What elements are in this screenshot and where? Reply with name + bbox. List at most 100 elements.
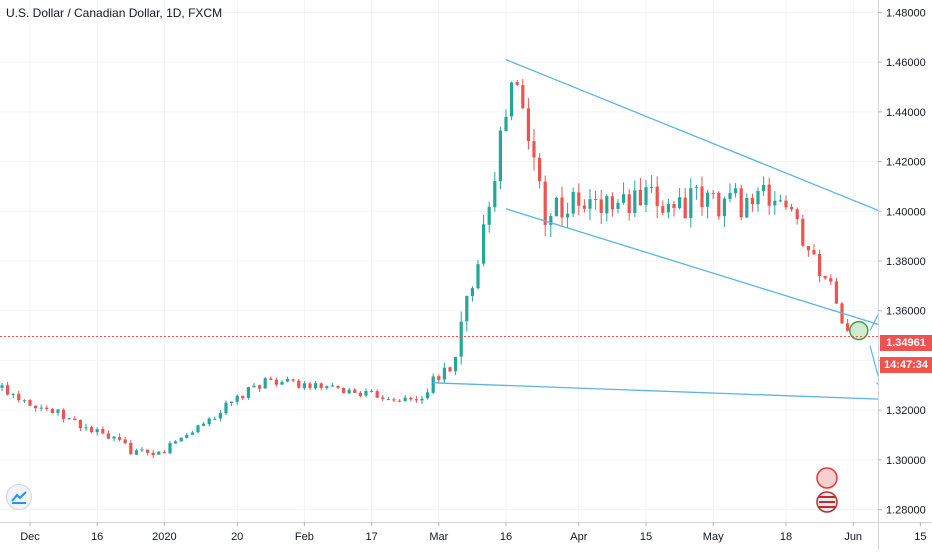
time-tick-label: 17 — [365, 531, 377, 543]
time-tick-label: Mar — [429, 531, 448, 543]
price-axis-pane — [878, 0, 932, 550]
candle-body-up — [280, 381, 284, 385]
candle-body-up — [174, 441, 178, 444]
candle-body-up — [442, 367, 446, 380]
candle-body-up — [476, 264, 480, 289]
time-axis[interactable]: Dec 16 2020 20 Feb 17 Mar 16 Apr 15 May 18 Jun 15 — [0, 522, 932, 543]
candle-body-down — [532, 141, 536, 158]
candle-body-up — [666, 203, 670, 213]
candle-body-up — [510, 82, 514, 117]
candle-body-up — [235, 395, 239, 402]
candle-body-up — [84, 427, 88, 429]
candle-body-up — [112, 436, 116, 439]
breakout-circle-marker — [849, 320, 869, 341]
candle-body-down — [610, 196, 614, 210]
tradingview-logo-shape — [11, 491, 27, 504]
candle-body-down — [414, 399, 418, 401]
time-tick-label: 15 — [914, 531, 926, 543]
candle-body-up — [218, 412, 222, 419]
candle-body-down — [342, 387, 346, 394]
candle-body-up — [213, 418, 217, 420]
candle-body-down — [806, 246, 810, 251]
candle-body-down — [28, 399, 32, 406]
candle-body-down — [45, 407, 49, 410]
time-tick-label: 18 — [780, 531, 792, 543]
candle-body-up — [762, 184, 766, 191]
time-tick-label: Feb — [295, 531, 314, 543]
candle-body-down — [319, 383, 323, 388]
candle-body-up — [252, 385, 256, 388]
candle-body-up — [605, 196, 609, 214]
candle-body-down — [50, 409, 54, 413]
price-axis[interactable]: 1.48000 1.46000 1.44000 1.42000 1.40000 1.380… — [878, 0, 932, 550]
candle-body-up — [470, 288, 474, 297]
price-tick-label: 1.42000 — [886, 157, 926, 169]
price-tick-label: 1.40000 — [886, 206, 926, 218]
time-tick-label: 16 — [91, 531, 103, 543]
candle-body-up — [644, 187, 648, 205]
candle-body-up — [465, 296, 469, 322]
candle-body-down — [683, 197, 687, 219]
candle-body-up — [56, 409, 60, 413]
candle-body-up — [302, 383, 306, 389]
candle-body-up — [459, 321, 463, 357]
candle-body-down — [146, 449, 150, 453]
candle-body-up — [325, 386, 329, 389]
candle-body-down — [392, 399, 396, 401]
candle-body-up — [39, 407, 43, 409]
candle-body-down — [818, 254, 822, 277]
candle-body-up — [482, 224, 486, 264]
usd-cad-flag-icon — [816, 467, 838, 513]
candle-body-up — [134, 450, 138, 455]
candle-body-down — [750, 197, 754, 205]
candle-body-up — [420, 398, 424, 401]
candle-body-down — [398, 400, 402, 402]
candle-body-up — [386, 399, 390, 401]
lower-channel-line — [505, 208, 932, 342]
candle-body-up — [246, 386, 250, 398]
candle-body-down — [291, 379, 295, 381]
candle-body-down — [829, 278, 833, 282]
candle-body-up — [347, 389, 351, 394]
candle-body-down — [543, 181, 547, 225]
candle-body-up — [370, 390, 374, 392]
time-tick-label: 20 — [231, 531, 243, 543]
candle-body-down — [515, 82, 519, 85]
candle-body-up — [722, 198, 726, 217]
candle-body-down — [118, 437, 122, 440]
annotation-layer — [0, 59, 932, 401]
time-tick-label: 2020 — [152, 531, 176, 543]
candle-body-down — [594, 199, 598, 201]
price-tick-label: 1.38000 — [886, 256, 926, 268]
candle-body-down — [823, 275, 827, 279]
candle-body-up — [650, 186, 654, 188]
candle-body-up — [330, 385, 334, 387]
candle-body-up — [566, 213, 570, 218]
candle-body-down — [801, 218, 805, 246]
candle-body-up — [431, 376, 435, 393]
candle-body-down — [661, 206, 665, 213]
candle-body-down — [812, 250, 816, 255]
candle-body-up — [498, 130, 502, 182]
price-tick-label: 1.30000 — [886, 455, 926, 467]
candle-body-down — [258, 385, 262, 389]
candle-body-down — [78, 419, 82, 429]
candle-body-up — [190, 432, 194, 435]
candle-body-down — [655, 186, 659, 206]
candle-body-up — [140, 449, 144, 451]
candle-body-down — [717, 192, 721, 217]
candle-body-down — [241, 395, 245, 399]
candle-body-up — [286, 379, 290, 382]
candle-body-up — [202, 423, 206, 426]
candle-body-up — [263, 378, 267, 389]
candle-body-up — [95, 429, 99, 433]
candle-body-down — [739, 188, 743, 218]
candle-body-up — [694, 186, 698, 188]
candle-body-down — [846, 323, 850, 331]
candle-body-down — [577, 192, 581, 206]
candle-body-up — [588, 199, 592, 209]
tradingview-logo-icon[interactable] — [6, 484, 32, 510]
candle-body-down — [381, 397, 385, 399]
